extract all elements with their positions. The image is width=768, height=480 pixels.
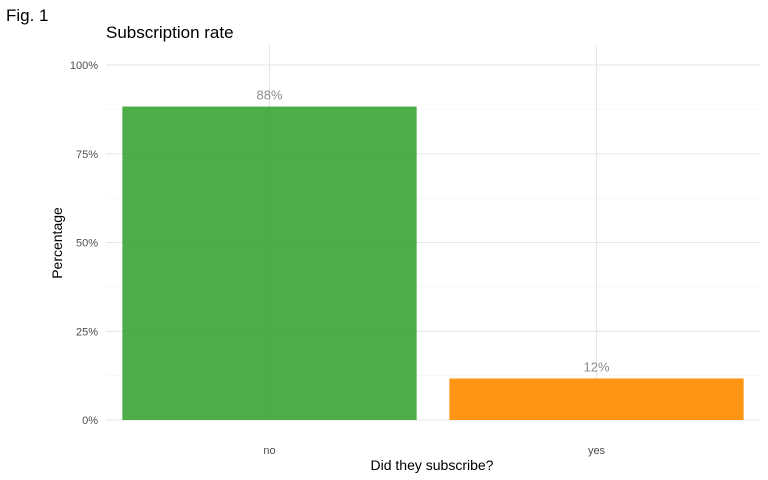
bar-yes [449, 378, 744, 420]
x-tick-label: no [263, 445, 275, 457]
y-tick-label: 0% [82, 415, 98, 427]
data-label-no: 88% [256, 88, 282, 103]
data-labels: 88% 12% [256, 88, 609, 375]
bar-no [122, 106, 417, 420]
chart-title: Subscription rate [106, 23, 234, 42]
figure-label: Fig. 1 [6, 6, 49, 25]
y-tick-label: 75% [76, 149, 98, 161]
y-axis-ticks: 0% 25% 50% 75% 100% [70, 60, 98, 427]
y-axis-title: Percentage [49, 207, 65, 279]
x-axis-ticks: no yes [263, 445, 605, 457]
y-tick-label: 25% [76, 326, 98, 338]
x-tick-label: yes [588, 445, 606, 457]
x-axis-title: Did they subscribe? [371, 457, 494, 473]
data-label-yes: 12% [583, 359, 609, 374]
bars [122, 106, 744, 420]
y-tick-label: 50% [76, 238, 98, 250]
y-tick-label: 100% [70, 60, 98, 72]
